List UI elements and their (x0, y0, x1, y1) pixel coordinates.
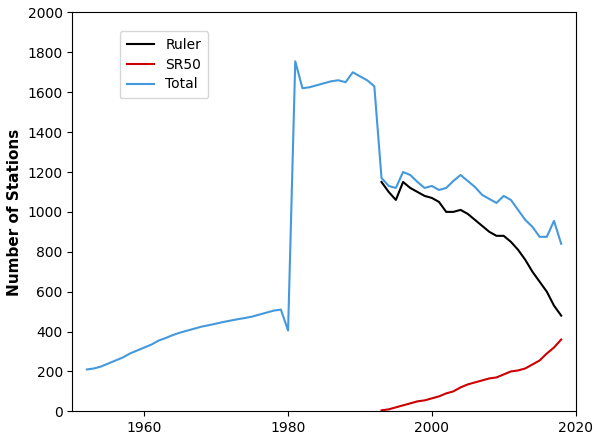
Line: Total: Total (87, 61, 561, 370)
SR50 (493, 375, 500, 380)
SR50 (457, 385, 464, 390)
Ruler (472, 217, 479, 222)
Ruler (514, 247, 521, 252)
SR50 (378, 408, 385, 413)
Ruler (543, 289, 550, 294)
Ruler (421, 193, 428, 198)
Ruler (500, 233, 507, 239)
Total (292, 59, 299, 64)
Legend: Ruler, SR50, Total: Ruler, SR50, Total (119, 31, 208, 99)
SR50 (400, 403, 407, 408)
Ruler (521, 257, 529, 263)
SR50 (436, 394, 443, 399)
SR50 (529, 362, 536, 367)
Ruler (428, 195, 436, 201)
Line: SR50: SR50 (382, 339, 561, 410)
Total (557, 241, 565, 247)
Ruler (443, 209, 450, 214)
Ruler (450, 209, 457, 214)
SR50 (414, 399, 421, 404)
Total (306, 84, 313, 90)
Ruler (436, 199, 443, 205)
Ruler (486, 229, 493, 235)
SR50 (450, 389, 457, 394)
Total (83, 367, 91, 372)
SR50 (536, 358, 543, 363)
SR50 (557, 337, 565, 342)
Ruler (457, 207, 464, 213)
Ruler (385, 189, 392, 194)
SR50 (443, 391, 450, 396)
Ruler (378, 179, 385, 185)
SR50 (507, 369, 514, 374)
Ruler (550, 303, 557, 308)
SR50 (421, 398, 428, 403)
Ruler (529, 269, 536, 274)
SR50 (428, 396, 436, 401)
Ruler (464, 211, 472, 217)
SR50 (543, 351, 550, 356)
SR50 (407, 401, 414, 406)
SR50 (550, 345, 557, 350)
SR50 (514, 368, 521, 373)
Total (529, 224, 536, 229)
SR50 (500, 372, 507, 377)
SR50 (521, 366, 529, 371)
SR50 (472, 380, 479, 385)
Ruler (407, 185, 414, 191)
Total (141, 345, 148, 350)
SR50 (385, 407, 392, 412)
Ruler (479, 223, 486, 229)
Ruler (557, 313, 565, 318)
SR50 (479, 378, 486, 383)
Ruler (400, 179, 407, 185)
Y-axis label: Number of Stations: Number of Stations (7, 128, 22, 296)
Ruler (392, 197, 400, 202)
Ruler (536, 279, 543, 284)
Ruler (507, 239, 514, 244)
Ruler (493, 233, 500, 239)
SR50 (464, 382, 472, 387)
Total (155, 338, 163, 343)
SR50 (392, 405, 400, 410)
Total (450, 178, 457, 183)
Total (277, 307, 284, 312)
Ruler (414, 189, 421, 194)
SR50 (486, 376, 493, 381)
Line: Ruler: Ruler (382, 182, 561, 316)
